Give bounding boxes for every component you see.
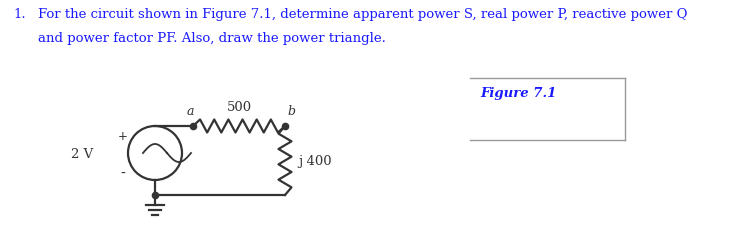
- Text: -: -: [120, 166, 126, 180]
- Text: For the circuit shown in Figure 7.1, determine apparent power S, real power P, r: For the circuit shown in Figure 7.1, det…: [38, 8, 687, 21]
- Text: 500: 500: [227, 101, 252, 113]
- Text: +: +: [118, 129, 128, 142]
- Text: j 400: j 400: [298, 154, 331, 167]
- Text: Figure 7.1: Figure 7.1: [480, 87, 556, 99]
- Text: 1.: 1.: [13, 8, 26, 21]
- Text: b: b: [287, 105, 295, 117]
- Text: 2 V: 2 V: [71, 147, 93, 160]
- Text: a: a: [186, 105, 194, 117]
- Text: and power factor PF. Also, draw the power triangle.: and power factor PF. Also, draw the powe…: [38, 32, 386, 45]
